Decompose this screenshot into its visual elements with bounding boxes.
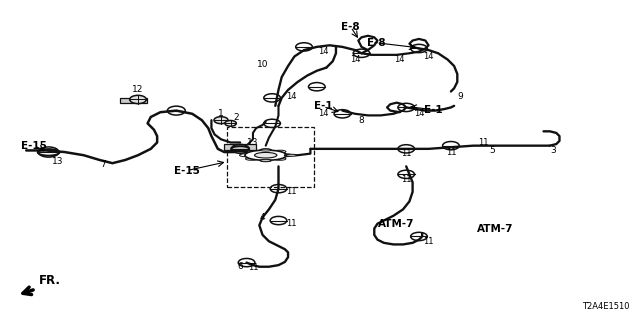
- Text: 11: 11: [286, 219, 296, 228]
- Bar: [224, 144, 256, 150]
- Text: 5: 5: [490, 146, 495, 155]
- Text: ATM-7: ATM-7: [477, 223, 514, 234]
- Ellipse shape: [255, 152, 277, 158]
- Text: ATM-7: ATM-7: [378, 219, 415, 229]
- Text: FR.: FR.: [39, 275, 61, 287]
- Text: 1: 1: [218, 109, 224, 118]
- Text: 8: 8: [358, 116, 364, 125]
- Text: 11: 11: [401, 149, 412, 158]
- Text: 6: 6: [237, 262, 243, 271]
- Text: E-1: E-1: [424, 105, 442, 115]
- Text: 14: 14: [423, 52, 434, 61]
- Text: 14: 14: [286, 92, 296, 101]
- Ellipse shape: [225, 121, 236, 126]
- Ellipse shape: [260, 159, 271, 161]
- Text: 14: 14: [350, 55, 360, 64]
- Text: T2A4E1510: T2A4E1510: [582, 302, 630, 311]
- Text: 11: 11: [401, 175, 412, 184]
- Text: 14: 14: [318, 47, 328, 56]
- Text: 11: 11: [423, 237, 434, 246]
- Text: 12: 12: [132, 85, 144, 94]
- Text: E-8: E-8: [341, 22, 360, 32]
- Text: 13: 13: [247, 138, 259, 147]
- Ellipse shape: [260, 149, 271, 151]
- Text: E-1: E-1: [314, 101, 333, 111]
- Text: 14: 14: [413, 109, 424, 118]
- Ellipse shape: [130, 95, 147, 104]
- Text: E-15: E-15: [21, 141, 47, 151]
- Text: 11: 11: [445, 148, 456, 156]
- Text: 10: 10: [257, 60, 268, 69]
- Text: 7: 7: [100, 160, 106, 169]
- Ellipse shape: [245, 150, 287, 160]
- Text: 14: 14: [395, 55, 405, 64]
- Text: 14: 14: [318, 109, 328, 118]
- Text: 3: 3: [550, 146, 556, 155]
- Text: 11: 11: [286, 188, 296, 196]
- Ellipse shape: [285, 154, 297, 156]
- Text: 4: 4: [260, 213, 266, 222]
- Text: E-8: E-8: [367, 38, 385, 48]
- Text: 2: 2: [233, 113, 239, 122]
- Bar: [227, 126, 314, 187]
- Text: E-15: E-15: [174, 165, 200, 175]
- Bar: [120, 98, 147, 103]
- Text: 11: 11: [248, 263, 258, 272]
- Text: 13: 13: [52, 157, 64, 166]
- Text: 9: 9: [458, 92, 463, 101]
- Text: 11: 11: [477, 138, 488, 147]
- Ellipse shape: [214, 117, 228, 124]
